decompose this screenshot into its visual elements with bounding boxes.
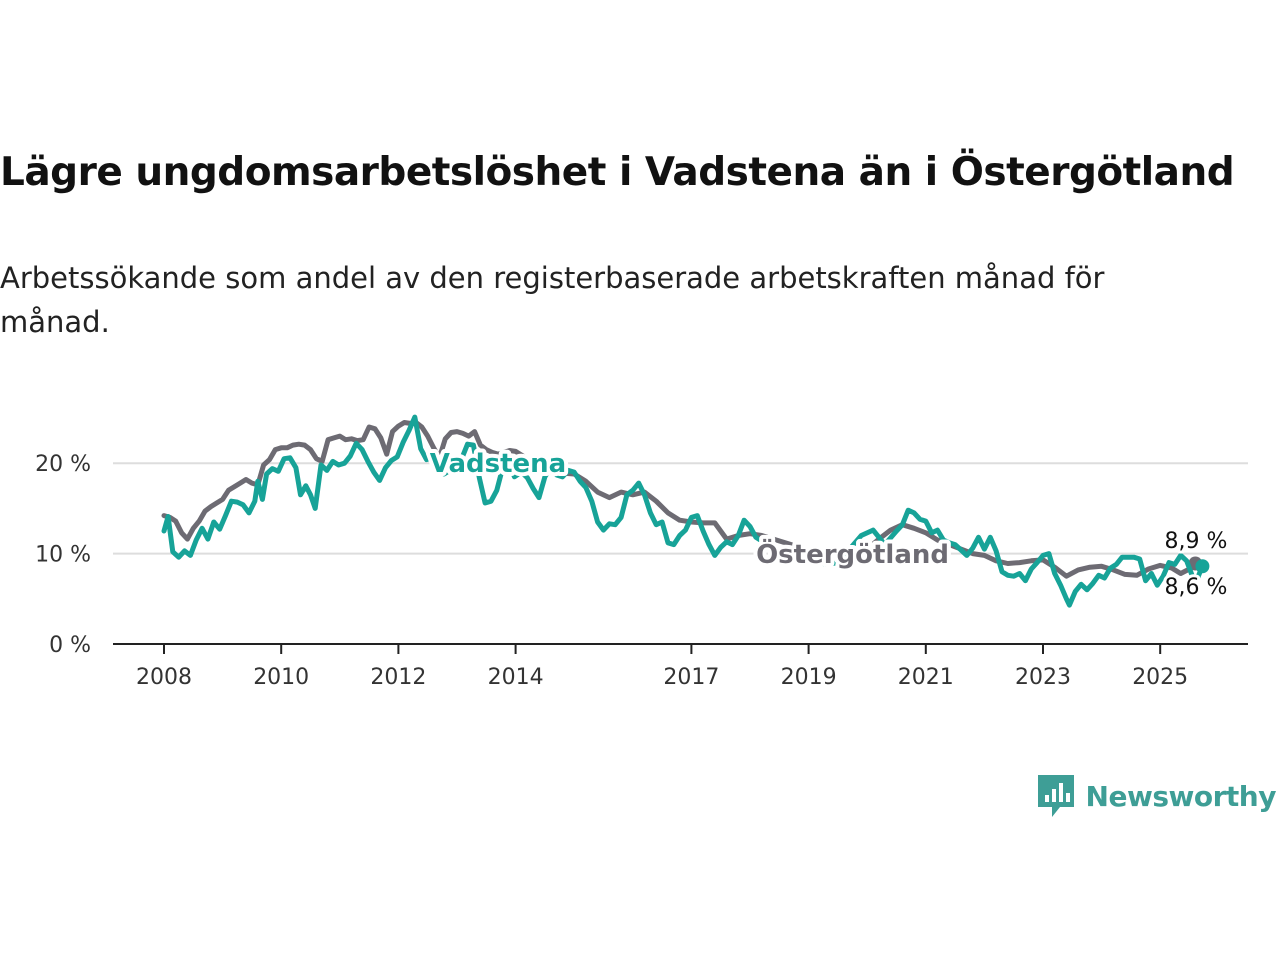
series-line-östergötland (161, 420, 1198, 579)
x-tick-label: 2012 (370, 665, 426, 690)
end-value-label: 8,6 % (1165, 575, 1228, 600)
series-end-point (1195, 559, 1210, 574)
series-name-label: Östergötland (756, 537, 949, 570)
chart-subtitle: Arbetssökande som andel av den registerb… (0, 261, 1105, 339)
x-tick-label: 2023 (1015, 665, 1071, 690)
line-chart: 0 % 10 % 20 % 2008 2010 2012 2014 2017 2019 2021… (35, 414, 1248, 690)
series-line-vadstena (161, 414, 1205, 608)
x-axis: 2008 2010 2012 2014 2017 2019 2021 2023 2025 (113, 643, 1248, 690)
x-tick-label: 2014 (488, 665, 544, 690)
x-tick-label: 2008 (136, 665, 192, 690)
x-tick-label: 2017 (663, 665, 719, 690)
series-layer (161, 414, 1210, 608)
x-tick-label: 2010 (253, 665, 309, 690)
newsworthy-logo-icon (1037, 775, 1074, 817)
y-tick-label: 0 % (49, 633, 91, 658)
chart-title: Lägre ungdomsarbetslöshet i Vadstena än … (0, 150, 1235, 195)
brand: Newsworthy (1036, 772, 1277, 820)
y-tick-label: 20 % (35, 452, 91, 477)
x-tick-label: 2021 (898, 665, 954, 690)
grid-layer (113, 462, 1248, 555)
x-tick-label: 2025 (1132, 665, 1188, 690)
label-layer: Vadstena Östergötland 8,9 % 8,6 % (426, 445, 1231, 603)
end-value-label: 8,9 % (1165, 529, 1228, 554)
series-name-label: Vadstena (430, 449, 566, 479)
x-tick-label: 2019 (781, 665, 837, 690)
brand-name: Newsworthy (1085, 779, 1277, 813)
y-tick-label: 10 % (35, 543, 91, 568)
y-axis-ticks: 0 % 10 % 20 % (35, 452, 91, 658)
